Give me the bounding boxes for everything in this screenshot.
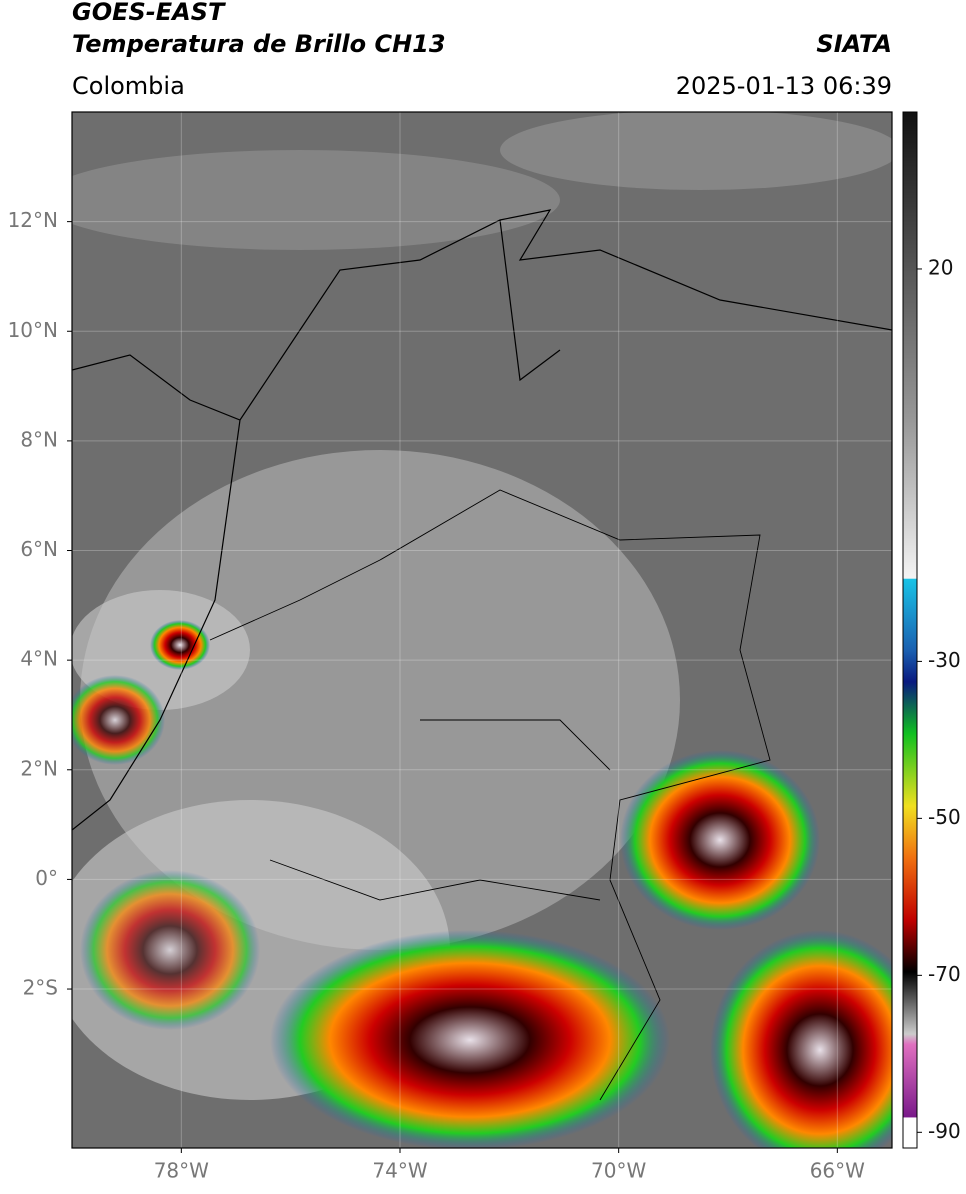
colorbar-tick-label: -70 (928, 962, 961, 986)
y-tick-label: 4°N (20, 647, 58, 671)
subtitle: Temperatura de Brillo CH13 (72, 30, 446, 58)
y-tick-label: 2°N (20, 756, 58, 780)
colorbar (902, 111, 918, 1149)
map-frame (71, 111, 893, 1149)
x-tick-label: 74°W (372, 1159, 427, 1183)
datetime: 2025-01-13 06:39 (676, 72, 892, 100)
y-tick-label: 12°N (8, 208, 58, 232)
x-tick-label: 78°W (154, 1159, 209, 1183)
satellite-image (72, 112, 892, 1148)
colorbar-tick-label: -50 (928, 805, 961, 829)
x-tick-label: 66°W (810, 1159, 865, 1183)
title: GOES-EAST (72, 0, 226, 26)
y-tick-label: 10°N (8, 318, 58, 342)
source: SIATA (816, 30, 892, 58)
colorbar-tick-label: 20 (928, 255, 953, 279)
y-tick-label: 8°N (20, 427, 58, 451)
region: Colombia (72, 72, 185, 100)
y-tick-label: 2°S (23, 976, 58, 1000)
x-tick-label: 70°W (591, 1159, 646, 1183)
y-tick-label: 6°N (20, 537, 58, 561)
colorbar-tick-label: -90 (928, 1119, 961, 1143)
colorbar-tick-label: -30 (928, 648, 961, 672)
axes: 78°W 74°W 70°W 66°W 12°N 10°N 8°N 6°N 4°N 2°N 0° 2°… (8, 112, 892, 1183)
y-tick-label: 0° (35, 866, 58, 890)
